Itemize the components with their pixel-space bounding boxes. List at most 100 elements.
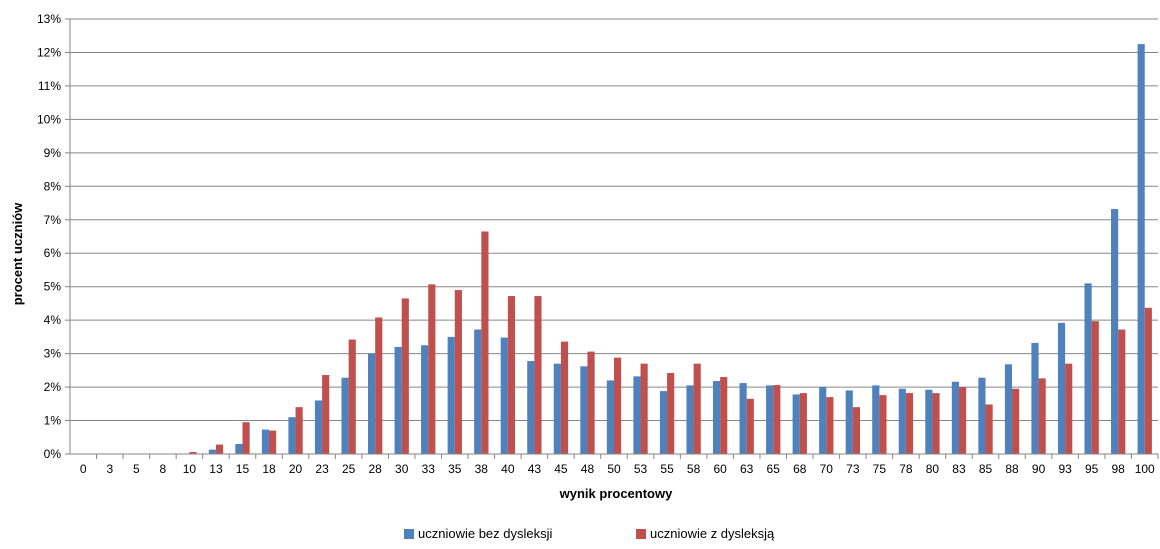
- x-tick-label: 15: [236, 462, 250, 476]
- legend-swatch: [636, 529, 646, 539]
- x-tick-label: 38: [475, 462, 489, 476]
- legend-swatch: [404, 529, 414, 539]
- x-tick-label: 20: [289, 462, 303, 476]
- x-tick-label: 65: [767, 462, 781, 476]
- x-tick-label: 43: [528, 462, 542, 476]
- bar-without-dyslexia-93: [1057, 322, 1066, 454]
- x-tick-label: 98: [1112, 462, 1126, 476]
- bar-without-dyslexia-83: [951, 381, 959, 454]
- x-tick-label: 60: [713, 462, 727, 476]
- y-axis-title: procent uczniów: [10, 202, 25, 305]
- y-tick-label: 1%: [44, 414, 62, 428]
- bar-without-dyslexia-43: [527, 360, 535, 454]
- gridlines: [70, 18, 1158, 422]
- bar-without-dyslexia-58: [686, 385, 694, 454]
- bar-with-dyslexia-25: [348, 339, 356, 454]
- bar-with-dyslexia-43: [534, 296, 542, 454]
- x-tick-label: 85: [979, 462, 993, 476]
- bar-with-dyslexia-15: [242, 422, 250, 454]
- x-tick-label: 18: [262, 462, 276, 476]
- x-tick-label: 68: [793, 462, 807, 476]
- bar-with-dyslexia-78: [905, 393, 914, 454]
- bar-with-dyslexia-65: [773, 385, 781, 454]
- bar-with-dyslexia-68: [799, 393, 807, 454]
- bar-with-dyslexia-58: [693, 363, 701, 454]
- bar-without-dyslexia-100: [1137, 44, 1145, 454]
- bar-with-dyslexia-40: [507, 296, 516, 454]
- x-tick-label: 35: [448, 462, 462, 476]
- x-tick-label: 8: [160, 462, 167, 476]
- bar-without-dyslexia-85: [978, 377, 986, 454]
- bar-without-dyslexia-48: [580, 366, 588, 454]
- bar-without-dyslexia-70: [819, 387, 827, 454]
- bar-without-dyslexia-38: [474, 329, 482, 454]
- x-tick-label: 10: [183, 462, 197, 476]
- x-tick-label: 48: [581, 462, 595, 476]
- bar-with-dyslexia-73: [852, 407, 860, 454]
- bar-with-dyslexia-18: [269, 430, 277, 454]
- bar-without-dyslexia-68: [792, 394, 800, 454]
- bar-with-dyslexia-60: [720, 377, 728, 454]
- x-tick-label: 50: [607, 462, 621, 476]
- y-tick-label: 2%: [44, 380, 62, 394]
- bar-with-dyslexia-63: [746, 398, 754, 454]
- bar-with-dyslexia-80: [932, 393, 940, 454]
- x-tick-label: 88: [1005, 462, 1019, 476]
- bar-with-dyslexia-95: [1091, 321, 1099, 454]
- x-tick-label: 90: [1032, 462, 1046, 476]
- x-tick-label: 55: [660, 462, 674, 476]
- bar-with-dyslexia-23: [322, 375, 330, 454]
- bar-without-dyslexia-65: [766, 385, 774, 454]
- bar-with-dyslexia-28: [375, 317, 383, 454]
- bar-with-dyslexia-100: [1144, 307, 1152, 454]
- bar-without-dyslexia-50: [606, 380, 614, 454]
- axes: [69, 19, 1158, 455]
- legend-label: uczniowie z dysleksją: [650, 526, 775, 541]
- x-tick-label: 73: [846, 462, 860, 476]
- bar-without-dyslexia-73: [845, 390, 853, 454]
- y-tick-label: 11%: [38, 79, 61, 93]
- bar-with-dyslexia-35: [454, 290, 462, 454]
- x-tick-label: 30: [395, 462, 409, 476]
- bar-with-dyslexia-45: [560, 341, 569, 454]
- bar-without-dyslexia-90: [1031, 342, 1039, 454]
- x-tick-label: 70: [820, 462, 834, 476]
- bar-without-dyslexia-40: [500, 337, 508, 454]
- bar-without-dyslexia-80: [925, 389, 933, 454]
- legend-label: uczniowie bez dysleksji: [418, 526, 553, 541]
- bar-with-dyslexia-13: [215, 444, 224, 454]
- bar-without-dyslexia-28: [368, 353, 376, 454]
- y-tick-label: 4%: [44, 313, 62, 327]
- x-axis-title: wynik procentowy: [559, 486, 673, 501]
- bar-without-dyslexia-95: [1084, 283, 1092, 454]
- bar-with-dyslexia-50: [614, 357, 622, 454]
- bar-without-dyslexia-45: [553, 363, 561, 454]
- y-tick-label: 6%: [44, 246, 62, 260]
- y-axis-ticks: 0% 1% 2% 3% 4% 5% 6% 7% 8% 9% 10% 11% 12% 13%: [37, 12, 70, 461]
- bar-with-dyslexia-85: [985, 404, 993, 454]
- y-tick-label: 9%: [44, 146, 62, 160]
- x-axis-ticks: 0 3 5 8 10 13 15 18 20 23 25 28 30 33 35 38 40 43 45 48 50 53…: [80, 454, 1159, 476]
- x-tick-label: 95: [1085, 462, 1099, 476]
- bar-with-dyslexia-53: [640, 363, 648, 454]
- bar-without-dyslexia-30: [394, 346, 402, 454]
- x-tick-label: 93: [1058, 462, 1072, 476]
- x-tick-label: 63: [740, 462, 754, 476]
- x-tick-label: 83: [952, 462, 966, 476]
- x-tick-label: 75: [873, 462, 887, 476]
- x-tick-label: 0: [80, 462, 87, 476]
- y-tick-label: 8%: [44, 179, 62, 193]
- y-tick-label: 7%: [44, 213, 62, 227]
- bar-with-dyslexia-10: [189, 451, 197, 454]
- bar-without-dyslexia-53: [633, 376, 641, 454]
- bar-without-dyslexia-35: [447, 336, 455, 454]
- x-tick-label: 78: [899, 462, 913, 476]
- x-tick-label: 45: [554, 462, 568, 476]
- x-tick-label: 40: [501, 462, 515, 476]
- bar-with-dyslexia-93: [1065, 363, 1073, 454]
- x-tick-label: 5: [133, 462, 140, 476]
- bar-with-dyslexia-55: [667, 373, 675, 454]
- legend: uczniowie bez dysleksji uczniowie z dysle…: [404, 526, 775, 541]
